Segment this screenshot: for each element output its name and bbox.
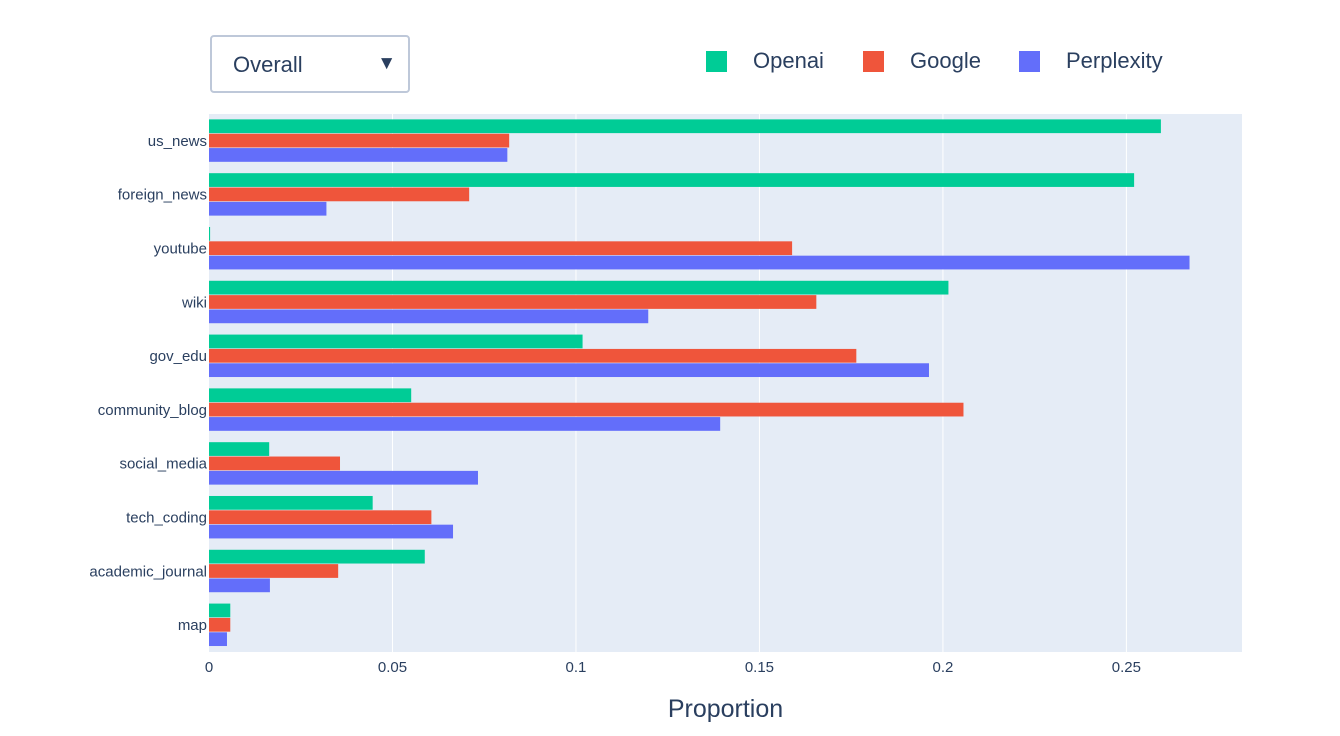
y-tick-label: gov_edu	[149, 348, 207, 365]
y-tick-label: youtube	[154, 241, 207, 258]
bars	[209, 119, 1190, 647]
bar-openai-tech-coding	[209, 495, 373, 510]
bar-google-social-media	[209, 456, 341, 471]
bar-openai-map	[209, 603, 231, 618]
y-tick-label: us_news	[148, 133, 207, 150]
y-tick-label: community_blog	[98, 402, 207, 419]
bar-perplexity-foreign-news	[209, 201, 327, 216]
bar-openai-gov-edu	[209, 334, 583, 349]
x-axis-labels: 0 0.05 0.1 0.15 0.2 0.25	[205, 659, 1141, 676]
legend-label-perplexity: Perplexity	[1066, 48, 1163, 73]
bar-google-gov-edu	[209, 348, 857, 363]
bar-openai-community-blog	[209, 388, 412, 403]
y-tick-label: social_media	[119, 456, 207, 473]
y-tick-label: academic_journal	[89, 563, 207, 580]
x-tick-label: 0.15	[745, 659, 774, 676]
legend-swatch-perplexity	[1019, 51, 1040, 72]
bar-google-map	[209, 617, 231, 632]
y-tick-label: tech_coding	[126, 510, 207, 527]
legend-label-openai: Openai	[753, 48, 824, 73]
bar-openai-us-news	[209, 119, 1161, 134]
legend-label-google: Google	[910, 48, 981, 73]
x-tick-label: 0.1	[566, 659, 587, 676]
y-tick-label: wiki	[181, 294, 207, 311]
bar-google-community-blog	[209, 402, 964, 417]
bar-perplexity-gov-edu	[209, 363, 929, 378]
bar-perplexity-youtube	[209, 255, 1190, 270]
x-tick-label: 0.25	[1112, 659, 1141, 676]
bar-google-tech-coding	[209, 510, 432, 525]
bar-perplexity-academic-journal	[209, 578, 270, 593]
bar-perplexity-community-blog	[209, 417, 721, 431]
filter-dropdown[interactable]: Overall ▼	[210, 35, 410, 93]
legend-swatch-google	[863, 51, 884, 72]
bar-google-wiki	[209, 295, 817, 309]
bar-perplexity-social-media	[209, 470, 478, 485]
bar-google-foreign-news	[209, 187, 470, 202]
legend-swatch-openai	[706, 51, 727, 72]
bar-google-academic-journal	[209, 564, 339, 578]
bar-openai-foreign-news	[209, 173, 1135, 187]
filter-dropdown-label: Overall	[233, 52, 303, 77]
bar-perplexity-wiki	[209, 309, 649, 324]
bar-google-us-news	[209, 133, 510, 148]
bar-perplexity-map	[209, 632, 227, 647]
bar-perplexity-tech-coding	[209, 524, 454, 539]
dropdown-arrow-icon: ▼	[377, 53, 396, 74]
bar-openai-academic-journal	[209, 549, 425, 564]
x-tick-label: 0	[205, 659, 213, 676]
bar-openai-wiki	[209, 280, 949, 295]
x-tick-label: 0.05	[378, 659, 407, 676]
x-axis-title: Proportion	[668, 695, 783, 723]
y-tick-label: foreign_news	[118, 187, 207, 204]
bar-openai-social-media	[209, 442, 270, 456]
x-tick-label: 0.2	[932, 659, 953, 676]
bar-perplexity-us-news	[209, 148, 508, 162]
y-tick-label: map	[178, 617, 207, 634]
bar-openai-youtube	[209, 226, 211, 241]
bar-google-youtube	[209, 241, 793, 256]
